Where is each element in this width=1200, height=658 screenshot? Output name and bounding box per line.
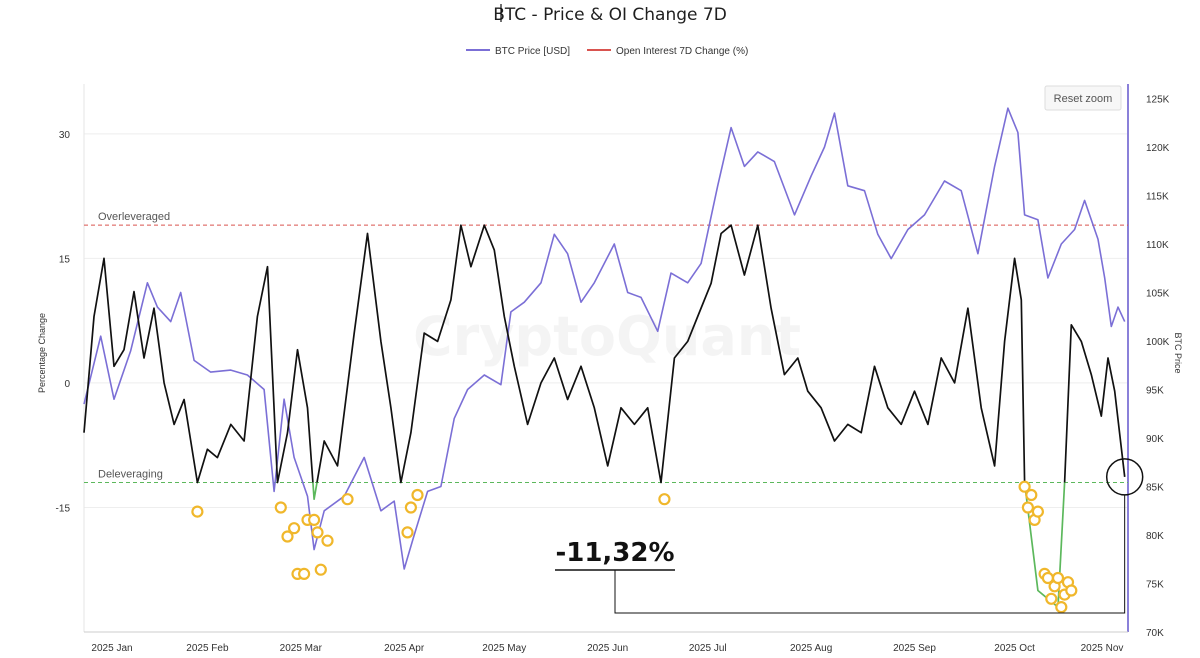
deleveraging-marker xyxy=(298,567,311,581)
y-right-tick-label: 70K xyxy=(1146,628,1164,639)
x-tick-label: 2025 Jul xyxy=(689,643,727,654)
y-left-tick-label: -15 xyxy=(56,503,71,514)
deleveraging-marker xyxy=(1051,571,1065,585)
x-tick-label: 2025 Feb xyxy=(186,643,229,654)
y-left-tick-label: 15 xyxy=(59,254,71,265)
x-tick-label: 2025 Nov xyxy=(1081,643,1124,654)
x-tick-labels: 2025 Jan 2025 Feb 2025 Mar 2025 Apr 2025 May… xyxy=(91,643,1123,654)
y-right-tick-label: 85K xyxy=(1146,483,1164,494)
deleveraging-marker xyxy=(401,526,414,539)
x-tick-label: 2025 Oct xyxy=(994,643,1035,654)
oi-line-segment xyxy=(316,224,1026,484)
x-tick-label: 2025 Sep xyxy=(893,643,936,654)
callout: -11,32% xyxy=(555,458,1144,614)
y-right-tick-label: 105K xyxy=(1146,289,1170,300)
deleveraging-marker xyxy=(308,513,321,527)
x-tick-label: 2025 May xyxy=(482,643,526,654)
oi-series xyxy=(83,224,1126,608)
deleveraging-marker xyxy=(191,505,204,518)
y-right-tick-labels: 125K 120K 115K 110K 105K 100K 95K 90K 85K 80K 75K 7… xyxy=(1146,95,1170,639)
deleveraging-marker xyxy=(1021,501,1035,514)
deleveraging-marker xyxy=(1055,600,1068,614)
y-right-tick-label: 80K xyxy=(1146,531,1164,542)
deleveraging-marker xyxy=(274,501,287,514)
x-tick-label: 2025 Jan xyxy=(91,643,132,654)
deleveraging-marker xyxy=(311,526,324,539)
x-tick-label: 2025 Mar xyxy=(280,643,323,654)
watermark: CryptoQuant xyxy=(413,305,801,368)
threshold-label: Overleveraged xyxy=(98,211,170,223)
deleveraging-marker xyxy=(288,522,301,535)
reset-zoom-button[interactable]: Reset zoom xyxy=(1044,85,1122,111)
deleveraging-marker xyxy=(341,493,354,506)
legend: BTC Price [USD] Open Interest 7D Change … xyxy=(466,46,748,57)
y-left-tick-label: 30 xyxy=(59,130,71,141)
deleveraging-marker xyxy=(404,501,417,514)
deleveraging-marker xyxy=(411,488,424,502)
callout-value: -11,32% xyxy=(555,538,674,568)
y-right-axis-title: BTC Price xyxy=(1173,332,1183,373)
y-right-tick-label: 125K xyxy=(1146,95,1170,106)
legend-label-oi[interactable]: Open Interest 7D Change (%) xyxy=(616,46,748,57)
deleveraging-marker xyxy=(1065,584,1078,597)
deleveraging-marker xyxy=(1025,488,1038,502)
legend-label-price[interactable]: BTC Price [USD] xyxy=(495,46,570,57)
deleveraging-marker xyxy=(658,493,671,506)
y-right-tick-label: 115K xyxy=(1146,192,1169,203)
y-right-tick-label: 95K xyxy=(1146,386,1164,397)
deleveraging-marker xyxy=(314,563,327,576)
price-line xyxy=(83,107,1126,570)
y-right-tick-label: 100K xyxy=(1146,337,1170,348)
x-tick-label: 2025 Jun xyxy=(587,643,628,654)
chart-title: BTC - Price & OI Change 7D xyxy=(493,5,727,25)
y-left-axis-title: Percentage Change xyxy=(37,313,47,393)
deleveraging-marker xyxy=(321,534,334,547)
deleveraging-marker xyxy=(281,530,294,543)
oi-line-segment xyxy=(83,257,314,484)
oi-deleveraging-segment xyxy=(312,482,318,501)
price-series xyxy=(83,107,1126,570)
deleveraging-markers xyxy=(191,480,1078,614)
deleveraging-marker xyxy=(1018,480,1031,493)
threshold-lines: Overleveraged Deleveraging xyxy=(84,211,1128,484)
y-right-tick-label: 110K xyxy=(1146,240,1169,251)
threshold-label: Deleveraging xyxy=(98,469,163,481)
callout-leader-line xyxy=(614,494,1126,614)
y-right-tick-label: 120K xyxy=(1146,143,1170,154)
y-right-tick-label: 75K xyxy=(1146,580,1164,591)
x-tick-label: 2025 Aug xyxy=(790,643,832,654)
reset-zoom-box[interactable] xyxy=(1044,85,1122,111)
oi-line-segment xyxy=(1063,323,1126,483)
reset-zoom-label[interactable]: Reset zoom xyxy=(1054,93,1113,105)
y-left-tick-labels: 30 15 0 -15 xyxy=(56,130,71,515)
y-left-tick-label: 0 xyxy=(64,379,70,390)
x-tick-label: 2025 Apr xyxy=(384,643,425,654)
deleveraging-marker xyxy=(1031,505,1045,518)
y-right-tick-label: 90K xyxy=(1146,434,1164,445)
deleveraging-marker xyxy=(1045,592,1058,605)
